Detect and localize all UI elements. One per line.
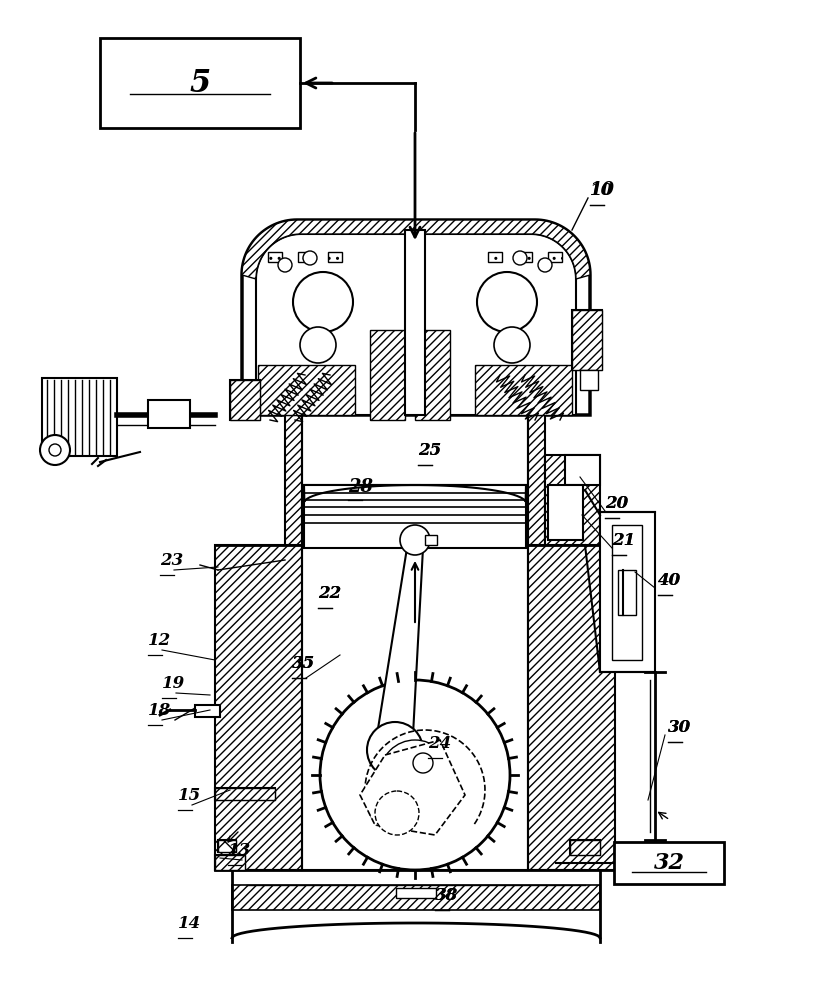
Text: 30: 30 [668, 719, 691, 736]
Bar [215, 855, 245, 870]
Bar [232, 885, 600, 910]
Text: 20: 20 [605, 495, 628, 512]
Text: 13: 13 [228, 842, 251, 859]
Text: 40: 40 [658, 572, 681, 589]
Text: 32: 32 [653, 852, 685, 874]
Text: 19: 19 [162, 675, 186, 692]
Bar [304, 485, 526, 548]
Circle shape [40, 435, 70, 465]
Text: 25: 25 [418, 442, 441, 459]
Circle shape [494, 327, 530, 363]
Text: 14: 14 [178, 915, 201, 932]
Bar [572, 310, 602, 370]
Polygon shape [258, 365, 355, 415]
Text: 25: 25 [418, 442, 441, 459]
Circle shape [538, 258, 552, 272]
Text: 22: 22 [318, 585, 341, 602]
Circle shape [300, 327, 336, 363]
Text: 24: 24 [428, 735, 451, 752]
Text: 40: 40 [658, 572, 681, 589]
Text: 12: 12 [148, 632, 171, 649]
Text: 35: 35 [292, 655, 315, 672]
Text: 5: 5 [190, 68, 210, 99]
Bar [148, 400, 190, 428]
Text: 35: 35 [292, 655, 315, 672]
Bar [548, 485, 583, 540]
Bar [580, 370, 598, 390]
Bar [600, 512, 655, 672]
Circle shape [278, 258, 292, 272]
Bar [195, 705, 220, 717]
Bar [218, 840, 236, 852]
Bar [612, 525, 642, 660]
Bar [614, 842, 724, 884]
Bar [215, 788, 275, 800]
Bar [268, 252, 282, 262]
Text: 10: 10 [590, 181, 615, 199]
Text: 15: 15 [178, 787, 201, 804]
Circle shape [400, 525, 430, 555]
Circle shape [513, 251, 527, 265]
Polygon shape [242, 220, 590, 415]
Bar [618, 570, 636, 615]
Circle shape [367, 722, 423, 778]
Polygon shape [377, 548, 423, 735]
Text: 18: 18 [148, 702, 171, 719]
Circle shape [375, 791, 419, 835]
Bar [570, 840, 600, 855]
Bar [425, 535, 437, 545]
Bar [230, 380, 260, 420]
Bar [100, 38, 300, 128]
Text: 30: 30 [668, 719, 691, 736]
Polygon shape [360, 740, 465, 835]
Bar [42, 378, 117, 456]
Circle shape [303, 251, 317, 265]
Bar [518, 252, 532, 262]
Bar [215, 855, 245, 870]
Text: 23: 23 [160, 552, 183, 569]
Circle shape [320, 680, 510, 870]
Text: 38: 38 [435, 887, 458, 904]
Bar [415, 330, 450, 420]
Bar [570, 840, 600, 855]
Bar [328, 252, 342, 262]
Circle shape [380, 740, 450, 810]
Bar [565, 455, 600, 485]
Text: 21: 21 [612, 532, 636, 549]
Bar [370, 330, 405, 420]
Bar [528, 545, 615, 870]
Text: 20: 20 [605, 495, 628, 512]
Circle shape [293, 272, 353, 332]
Bar [488, 252, 502, 262]
Text: 38: 38 [435, 887, 458, 904]
Circle shape [477, 272, 537, 332]
Text: 22: 22 [318, 585, 341, 602]
Polygon shape [256, 234, 576, 415]
Polygon shape [304, 485, 526, 502]
Polygon shape [242, 220, 590, 279]
Bar [528, 415, 545, 545]
Bar [396, 888, 436, 898]
Circle shape [49, 444, 61, 456]
Text: 28: 28 [348, 478, 373, 496]
Bar [545, 455, 600, 545]
Bar [218, 840, 236, 852]
Bar [215, 788, 275, 800]
Polygon shape [475, 365, 572, 415]
Text: 21: 21 [612, 532, 636, 549]
Bar [405, 230, 425, 415]
Circle shape [413, 753, 433, 773]
Bar [548, 252, 562, 262]
Bar [285, 415, 302, 545]
Bar [572, 310, 602, 370]
Bar [298, 252, 312, 262]
Bar [215, 545, 302, 870]
Text: 10: 10 [590, 182, 613, 199]
Bar [230, 380, 260, 420]
